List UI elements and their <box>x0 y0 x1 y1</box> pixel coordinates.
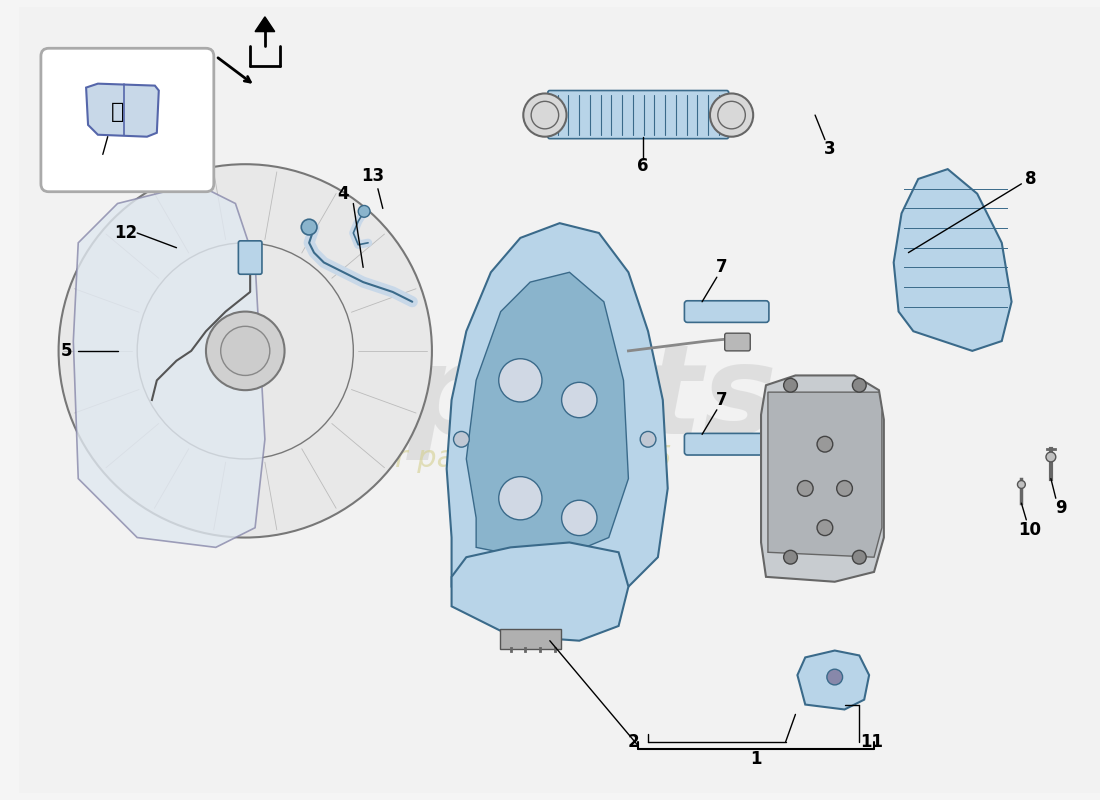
FancyBboxPatch shape <box>499 629 561 649</box>
Polygon shape <box>447 223 668 606</box>
Polygon shape <box>86 84 158 137</box>
Text: 3: 3 <box>824 141 836 158</box>
FancyBboxPatch shape <box>684 301 769 322</box>
Text: 1: 1 <box>750 750 762 768</box>
Polygon shape <box>768 392 882 557</box>
Circle shape <box>852 550 866 564</box>
Text: 4: 4 <box>338 185 350 202</box>
Circle shape <box>817 436 833 452</box>
Text: 13: 13 <box>362 167 385 185</box>
Text: 🐴: 🐴 <box>111 102 124 122</box>
Circle shape <box>58 164 432 538</box>
Circle shape <box>498 358 542 402</box>
Text: 7: 7 <box>716 391 727 409</box>
Polygon shape <box>74 184 265 547</box>
Circle shape <box>1018 481 1025 489</box>
Circle shape <box>827 669 843 685</box>
Polygon shape <box>255 17 275 31</box>
Circle shape <box>798 481 813 496</box>
Circle shape <box>852 378 866 392</box>
Circle shape <box>359 206 370 218</box>
Text: 14: 14 <box>86 157 109 175</box>
FancyBboxPatch shape <box>725 333 750 351</box>
FancyBboxPatch shape <box>684 434 789 455</box>
FancyBboxPatch shape <box>548 90 728 138</box>
Polygon shape <box>466 272 628 562</box>
Circle shape <box>562 500 597 535</box>
Text: 9: 9 <box>1055 499 1067 517</box>
Polygon shape <box>798 650 869 710</box>
Circle shape <box>1046 452 1056 462</box>
Text: 12: 12 <box>113 224 138 242</box>
Circle shape <box>301 219 317 235</box>
Text: 5: 5 <box>60 342 73 360</box>
Text: 8: 8 <box>1025 170 1037 188</box>
Circle shape <box>837 481 852 496</box>
Circle shape <box>817 520 833 535</box>
FancyBboxPatch shape <box>41 48 213 192</box>
Polygon shape <box>893 169 1012 351</box>
Text: 7: 7 <box>716 258 727 276</box>
Polygon shape <box>761 375 884 582</box>
Text: 2: 2 <box>627 733 639 751</box>
Polygon shape <box>452 542 628 641</box>
Circle shape <box>524 94 567 137</box>
FancyBboxPatch shape <box>239 241 262 274</box>
Text: europarts: europarts <box>87 339 778 461</box>
Text: 11: 11 <box>860 733 883 751</box>
Circle shape <box>783 378 798 392</box>
Circle shape <box>640 431 656 447</box>
Text: 6: 6 <box>637 157 649 175</box>
Circle shape <box>710 94 754 137</box>
Text: 10: 10 <box>1018 521 1041 538</box>
Circle shape <box>221 326 270 375</box>
Circle shape <box>498 477 542 520</box>
Text: a passion for parts since 1985: a passion for parts since 1985 <box>211 445 672 474</box>
Circle shape <box>783 550 798 564</box>
Circle shape <box>206 311 285 390</box>
Circle shape <box>453 431 470 447</box>
Circle shape <box>562 382 597 418</box>
